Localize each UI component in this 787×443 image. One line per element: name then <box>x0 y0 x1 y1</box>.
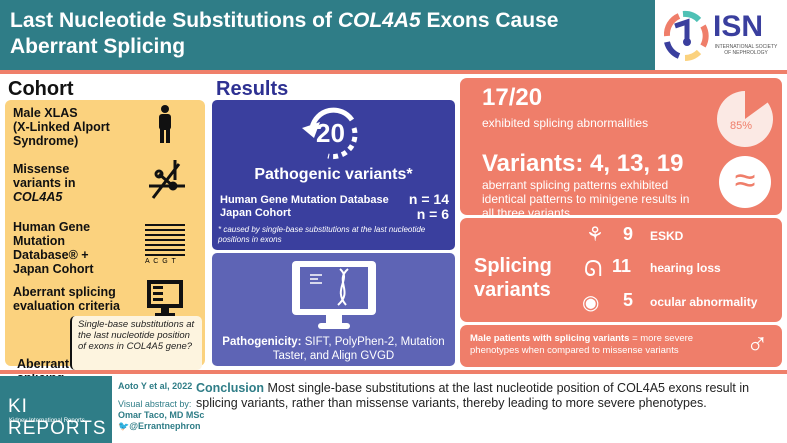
results-pathogenic-panel: 20 Pathogenic variants* Human Gene Mutat… <box>212 100 455 250</box>
kidney-icon: ⚘ <box>586 224 604 246</box>
eye-icon: ◉ <box>582 292 600 314</box>
cohort-item-database: Human Gene Mutation Database® + Japan Cohor… <box>13 220 94 276</box>
approx-equal-icon: ≈ <box>719 156 771 208</box>
ear-icon: ᘏ <box>584 256 603 281</box>
cohort-item-criteria: Aberrant splicing evaluation criteria <box>13 285 120 313</box>
cohort-heading: Cohort <box>8 78 74 100</box>
twitter-handle[interactable]: @Errantnephron <box>129 421 201 431</box>
divider <box>0 370 787 374</box>
dna-cut-icon <box>149 160 185 199</box>
results-pathogenicity-panel: Pathogenicity: SIFT, PolyPhen-2, Mutatio… <box>212 253 455 366</box>
computer-dna-icon <box>292 261 376 329</box>
sequencing-gel-icon <box>145 224 185 256</box>
splicing-variants-panel: Splicing variants ⚘ 9 ESKD ᘏ 11 hearing l… <box>460 218 782 322</box>
male-symbol-icon: ♂ <box>746 328 769 361</box>
pie-chart-85-percent <box>717 91 773 147</box>
cohort-panel: Male XLAS (X-Linked Alport Syndrome) Misse… <box>5 100 205 385</box>
circular-arrow-icon <box>302 107 358 160</box>
page-title: Last Nucleotide Substitutions of COL4A5 … <box>10 9 559 58</box>
computer-checklist-icon <box>147 280 183 316</box>
male-patients-panel: Male patients with splicing variants = m… <box>460 325 782 367</box>
twitter-icon: 🐦 <box>118 421 130 431</box>
person-icon <box>159 105 171 143</box>
conclusion: Conclusion Most single-base substitution… <box>196 381 750 410</box>
splicing-abnormality-panel: 17/20 exhibited splicing abnormalities 8… <box>460 78 782 220</box>
cohort-item-xlas: Male XLAS (X-Linked Alport Syndrome) <box>13 106 110 148</box>
isn-logo: ISN INTERNATIONAL SOCIETY OF NEPHROLOGY <box>655 0 787 70</box>
cohort-item-missense: Missense variants in COL4A5 <box>13 162 76 204</box>
ki-reports-logo: KI REPORTS Kidney International Reports <box>0 376 112 443</box>
results-heading: Results <box>216 78 289 100</box>
divider <box>0 70 787 74</box>
credits: Aoto Y et al, 2022 Visual abstract by: O… <box>118 381 205 431</box>
research-question: Single-base substitutions at the last nu… <box>70 316 202 370</box>
isn-globe-icon <box>663 10 709 61</box>
